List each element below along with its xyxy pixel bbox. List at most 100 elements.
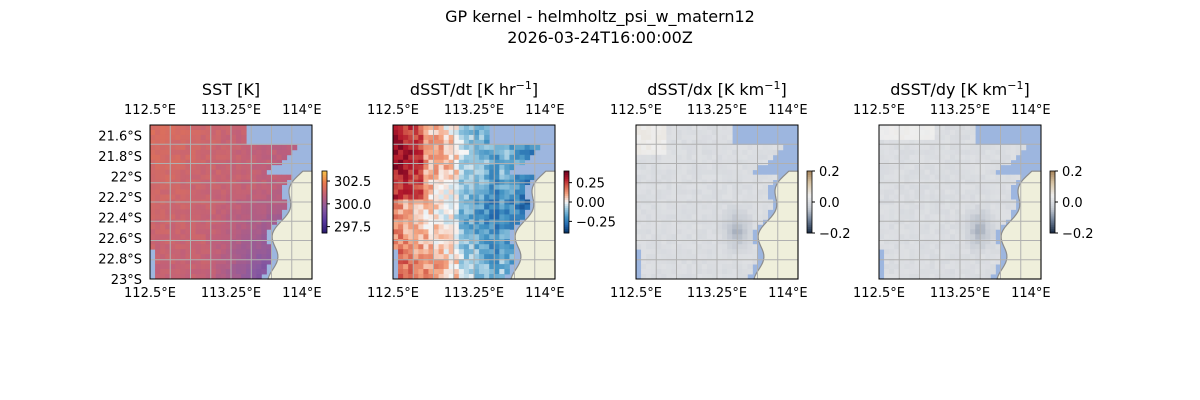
heatmap-cell [170,219,176,225]
heatmap-cell [711,134,718,141]
heatmap-cell [408,184,414,190]
colorbar-tick-label: 300.0 [334,198,371,213]
heatmap-cell [960,194,966,200]
heatmap-cell [468,189,475,195]
heatmap-cell [393,174,399,181]
heatmap-cell [949,244,956,250]
heatmap-cell [706,239,713,245]
heatmap-cell [701,264,708,270]
heatmap-cell [155,129,161,136]
heatmap-cell [413,214,419,220]
colorbar-tick-label: 302.5 [334,175,371,190]
colorbar: 0.20.0−0.2 [806,165,851,242]
heatmap-cell [479,154,485,161]
heatmap-cell [256,204,262,210]
heatmap-cell [443,244,450,250]
heatmap-cell [479,194,485,200]
heatmap-cell [463,264,470,270]
heatmap-cell [737,259,743,265]
heatmap-cell [190,164,196,171]
heatmap-cell [656,249,662,255]
heatmap-cell [914,224,920,230]
heatmap-cell [423,224,429,230]
heatmap-cell [681,269,688,275]
heatmap-cell [468,239,475,245]
heatmap-cell [474,214,480,220]
heatmap-cell [428,259,434,265]
heatmap-cell [990,169,996,176]
heatmap-cell [711,264,718,270]
heatmap-cell [975,244,981,250]
heatmap-cell [914,274,920,280]
heatmap-cell [499,244,505,250]
heatmap-cell [489,219,495,225]
heatmap-cell [646,209,652,215]
heatmap-cell [489,184,495,190]
heatmap-cell [195,154,202,161]
heatmap-cell [448,129,455,136]
heatmap-cell [641,194,647,200]
heatmap-cell [150,125,156,131]
heatmap-cell [433,274,439,280]
heatmap-cell [706,144,713,151]
heatmap-cell [924,134,931,141]
heatmap-cell [970,189,976,195]
heatmap-cell [236,149,242,156]
heatmap-cell [458,234,465,240]
heatmap-cell [453,189,460,195]
heatmap-cell [651,214,657,220]
heatmap-cell [165,164,171,171]
heatmap-cell [160,174,166,181]
heatmap-cell [980,274,986,280]
heatmap-cell [398,164,404,171]
heatmap-cell [706,174,713,181]
heatmap-cell [200,164,207,171]
heatmap-cell [494,244,500,250]
heatmap-cell [529,144,536,151]
colorbar-step [807,204,812,207]
heatmap-cell [443,144,450,151]
heatmap-cell [246,214,252,220]
heatmap-cell [934,144,941,151]
heatmap-cell [256,259,262,265]
heatmap-cell [210,229,217,235]
heatmap-cell [960,229,966,235]
heatmap-cell [458,244,465,250]
heatmap-cell [195,164,202,171]
heatmap-cell [651,184,657,190]
heatmap-cell [155,184,161,190]
heatmap-cell [954,274,961,280]
heatmap-cell [1000,194,1006,200]
heatmap-cell [519,144,526,151]
heatmap-cell [691,169,698,176]
x-tick-label-bottom: 112.5°E [610,286,662,301]
colorbar-step [322,206,327,209]
heatmap-cell [180,214,186,220]
heatmap-cell [458,219,465,225]
x-tick-label-bottom: 113.25°E [687,286,747,301]
heatmap-cell [190,129,196,136]
heatmap-cell [894,204,900,210]
heatmap-cell [722,229,728,235]
heatmap-cell [641,139,647,146]
heatmap-cell [443,274,450,280]
heatmap-cell [458,194,465,200]
heatmap-cell [170,249,176,255]
colorbar-step [1050,204,1055,207]
heatmap-cell [960,274,966,280]
heatmap-cell [236,144,242,151]
heatmap-cell [661,194,667,200]
heatmap-cell [944,229,951,235]
heatmap-cell [681,259,688,265]
heatmap-cell [448,174,455,181]
heatmap-cell [504,269,510,275]
colorbar-step [564,171,569,174]
heatmap-cell [742,264,748,270]
heatmap-cell [656,159,662,166]
heatmap-cell [954,154,961,161]
heatmap-cell [965,269,971,275]
heatmap-cell [954,194,961,200]
heatmap-cell [286,174,293,181]
heatmap-cell [453,239,460,245]
heatmap-cell [413,134,419,141]
